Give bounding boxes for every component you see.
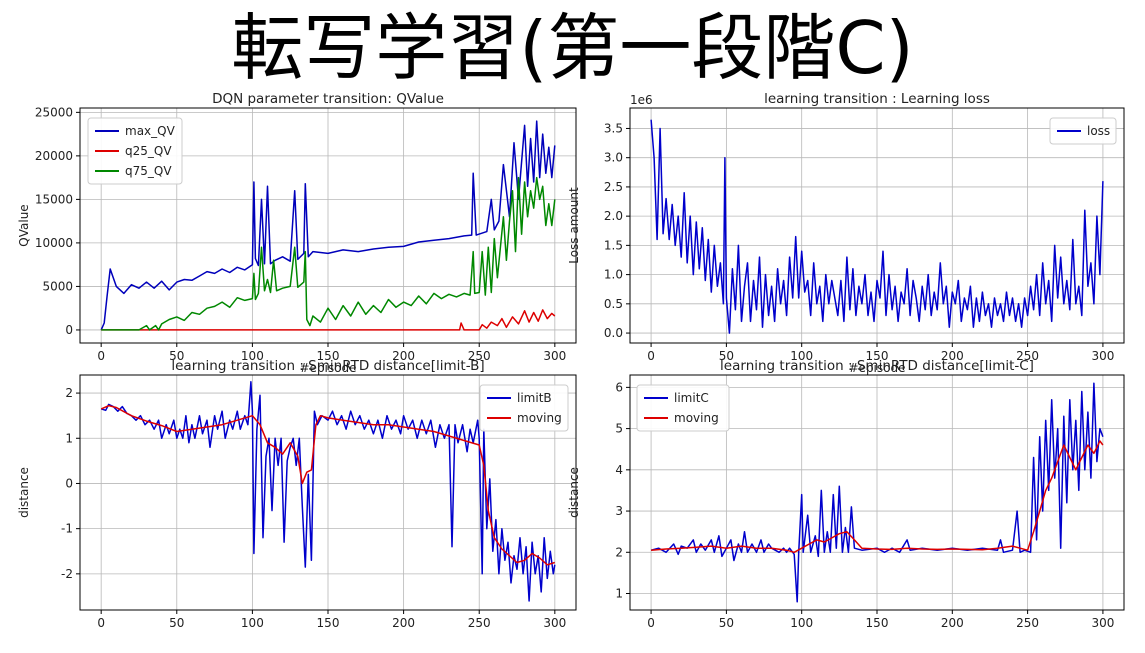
y-tick-label: 0 [65, 323, 73, 337]
x-tick-label: 150 [317, 349, 340, 363]
chart-title: learning transition : SminRTD distance[l… [171, 358, 484, 374]
legend-label-q75_QV: q75_QV [125, 164, 172, 178]
series-line-q25_QV [101, 309, 556, 331]
x-tick-label: 50 [719, 349, 734, 363]
chart-limitB: 0 50 100 150 200 250 300 -2 -1 0 1 2 learning transi… [17, 358, 577, 630]
legend-label-moving: moving [674, 411, 719, 425]
chart-title: learning transition : Learning loss [764, 91, 990, 107]
legend-label-moving: moving [517, 411, 562, 425]
y-tick-label: 4 [615, 463, 623, 477]
series-line-q75_QV [101, 176, 556, 331]
x-tick-label: 100 [790, 616, 813, 630]
x-tick-label: 150 [866, 616, 889, 630]
y-tick-label: 1 [65, 431, 73, 445]
x-tick-label: 150 [866, 349, 889, 363]
legend-box [479, 384, 569, 432]
x-tick-label: 300 [1091, 349, 1114, 363]
legend-label-q25_QV: q25_QV [125, 144, 172, 158]
x-tick-label: 100 [241, 349, 264, 363]
x-tick-label: 200 [392, 349, 415, 363]
legend-label-max_QV: max_QV [125, 124, 176, 138]
y-tick-label: 15000 [35, 192, 73, 206]
y-tick-label: 5000 [42, 279, 73, 293]
x-tick-label: 50 [169, 616, 184, 630]
y-tick-label: -2 [61, 567, 73, 581]
x-tick-label: 50 [169, 349, 184, 363]
y-tick-label: 0.5 [604, 297, 623, 311]
x-tick-label: 50 [719, 616, 734, 630]
y-tick-label: 6 [615, 380, 623, 394]
x-tick-label: 250 [468, 349, 491, 363]
y-tick-label: 3.5 [604, 121, 623, 135]
x-tick-label: 0 [97, 616, 105, 630]
x-axis-label: #episode [300, 361, 357, 375]
y-tick-label: 10000 [35, 236, 73, 250]
y-axis-label: distance [567, 467, 581, 518]
series-line-max_QV [100, 120, 556, 331]
x-tick-label: 300 [543, 616, 566, 630]
series-line-loss [650, 119, 1104, 334]
legend-box [1049, 117, 1117, 145]
y-offset-label: 1e6 [630, 93, 653, 107]
x-tick-label: 0 [97, 349, 105, 363]
chart-loss: 0 50 100 150 200 250 300 0.0 0.5 1.0 1.5 2.0 2.5 3.0 3… [567, 91, 1125, 375]
legend-box [636, 384, 730, 432]
chart-title: learning transition : SminRTD distance[l… [720, 358, 1034, 374]
chart-qvalue: 0 50 100 150 200 250 300 0 5000 10000 15000 20000 25… [17, 91, 577, 375]
chart-title: DQN parameter transition: QValue [212, 91, 444, 107]
y-tick-label: 0.0 [604, 326, 623, 340]
y-tick-label: 1.5 [604, 238, 623, 252]
legend-label-loss: loss [1087, 124, 1110, 138]
y-axis-label: QValue [17, 204, 31, 246]
y-tick-label: 25000 [35, 105, 73, 119]
y-tick-label: 1 [615, 587, 623, 601]
x-tick-label: 0 [647, 349, 655, 363]
x-tick-label: 150 [317, 616, 340, 630]
x-tick-label: 0 [647, 616, 655, 630]
series-line-moving [100, 404, 556, 566]
y-tick-label: 3 [615, 504, 623, 518]
x-tick-label: 100 [241, 616, 264, 630]
slide-title: 転写学習(第一段階C) [231, 6, 914, 90]
y-tick-label: 2 [65, 386, 73, 400]
y-tick-label: 2.5 [604, 180, 623, 194]
y-tick-label: 5 [615, 422, 623, 436]
x-tick-label: 250 [468, 616, 491, 630]
x-tick-label: 300 [1091, 616, 1114, 630]
x-tick-label: 300 [543, 349, 566, 363]
y-tick-label: 2.0 [604, 209, 623, 223]
x-tick-label: 200 [941, 616, 964, 630]
chart-limitC: 0 50 100 150 200 250 300 1 2 3 4 5 6 learning transit… [567, 358, 1125, 630]
y-axis-label: distance [17, 467, 31, 518]
legend-label-limitC: limitC [674, 391, 709, 405]
x-tick-label: 250 [1016, 616, 1039, 630]
y-tick-label: -1 [61, 522, 73, 536]
series-line-moving [651, 440, 1104, 554]
y-tick-label: 2 [615, 545, 623, 559]
series-line-limitC [650, 382, 1104, 603]
y-tick-label: 0 [65, 476, 73, 490]
x-tick-label: 200 [941, 349, 964, 363]
y-tick-label: 1.0 [604, 268, 623, 282]
legend-label-limitB: limitB [517, 391, 552, 405]
x-axis-label: #episode [849, 361, 906, 375]
legend-box [87, 117, 183, 185]
y-axis-label: Loss amount [567, 187, 581, 264]
x-tick-label: 100 [790, 349, 813, 363]
y-tick-label: 20000 [35, 149, 73, 163]
x-tick-label: 200 [392, 616, 415, 630]
y-tick-label: 3.0 [604, 151, 623, 165]
x-tick-label: 250 [1016, 349, 1039, 363]
